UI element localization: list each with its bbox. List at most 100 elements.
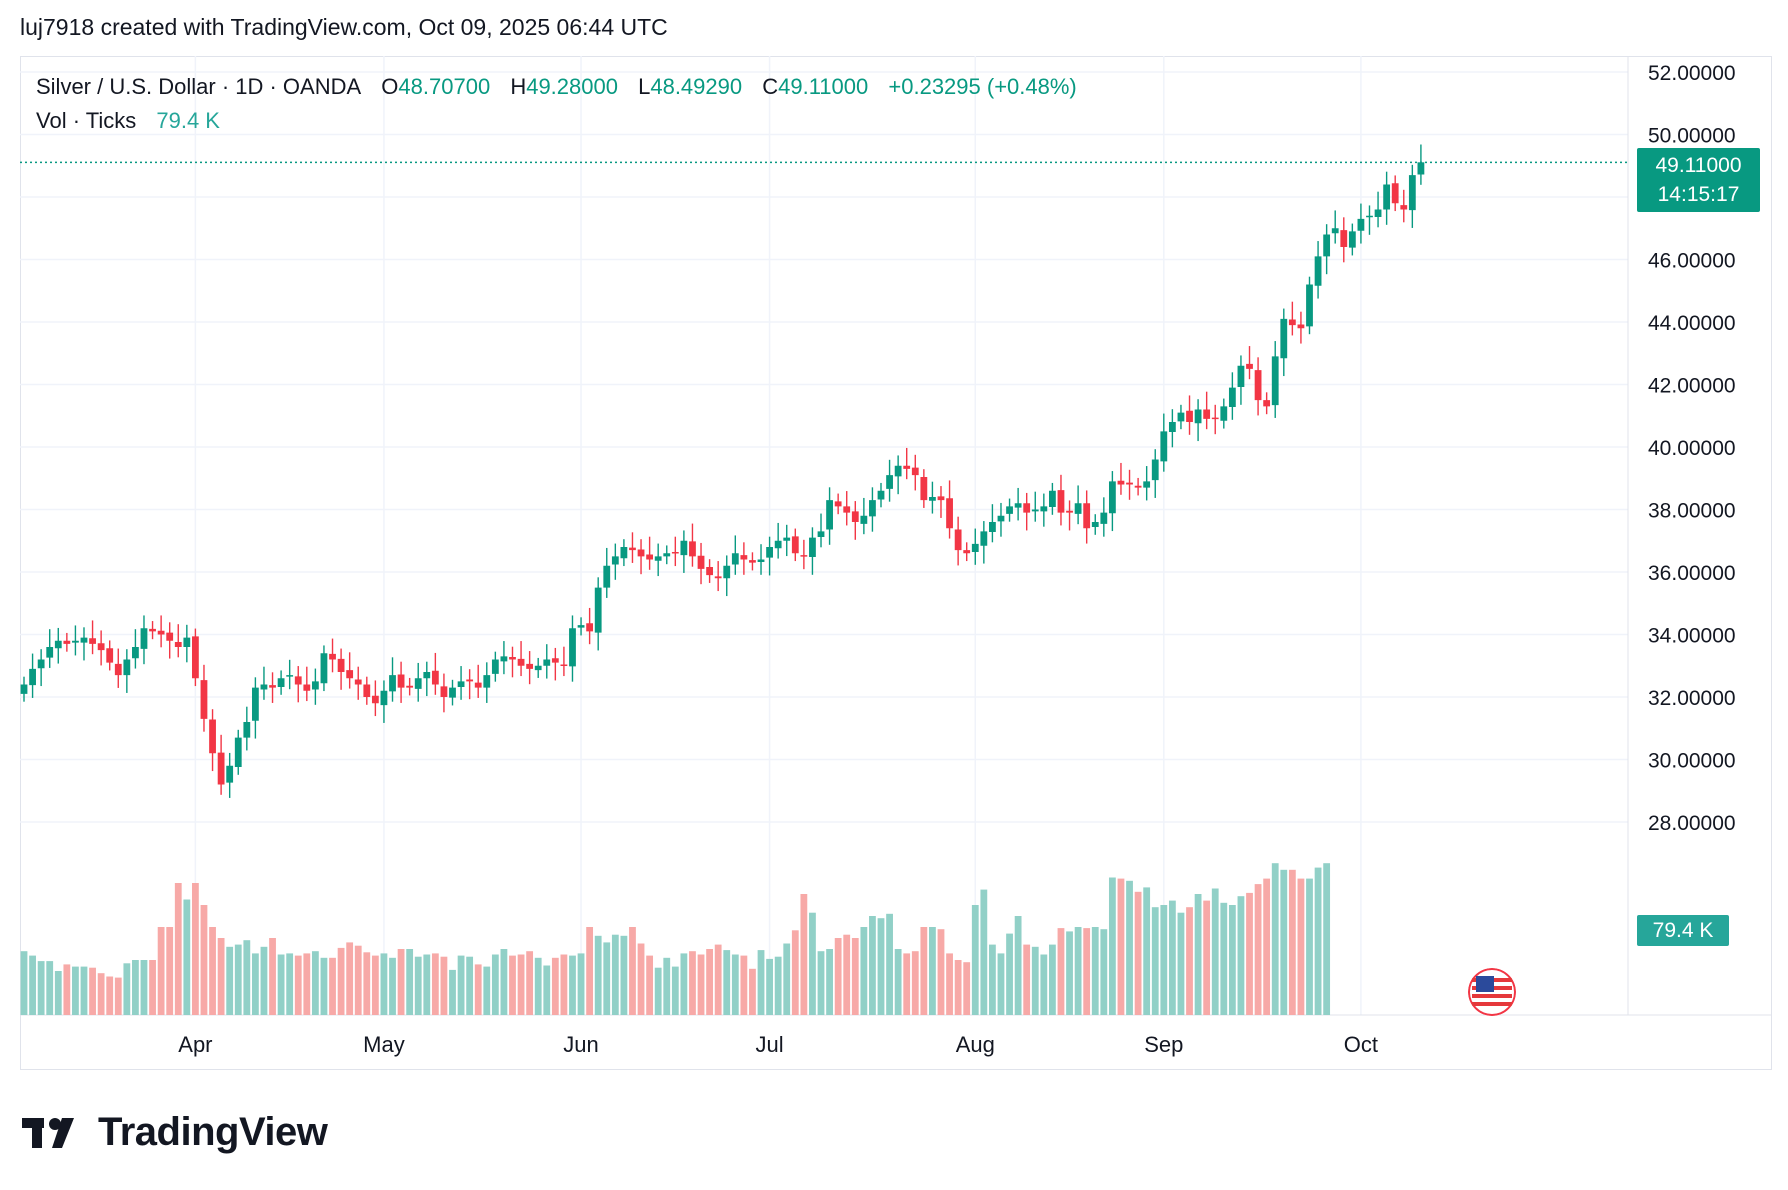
candle-body [603, 565, 611, 588]
candle-body [851, 511, 859, 522]
time-tick-label: Aug [956, 1032, 995, 1057]
volume-bar [989, 944, 996, 1015]
volume-title[interactable]: Vol · Ticks [36, 108, 137, 133]
volume-bar [526, 951, 534, 1015]
candle-body [209, 719, 216, 754]
candle-body [406, 685, 414, 688]
volume-bar [1288, 869, 1296, 1015]
candle-body [1288, 319, 1296, 326]
volume-bar [680, 953, 688, 1015]
volume-bar [937, 929, 945, 1015]
high-value: 49.28000 [526, 74, 618, 99]
candle-body [269, 685, 276, 688]
volume-bar [774, 956, 782, 1015]
candle-body [1091, 522, 1099, 527]
volume-bar [671, 966, 679, 1015]
candle-body [980, 531, 988, 546]
candle-body [1306, 284, 1313, 327]
candle-body [1083, 503, 1091, 529]
candle-body [731, 553, 739, 565]
volume-bar [80, 966, 88, 1015]
volume-bar [766, 958, 773, 1015]
us-flag-icon[interactable] [1468, 968, 1516, 1016]
volume-bar [1314, 867, 1322, 1015]
price-tick-label: 44.00000 [1648, 312, 1736, 335]
volume-bar [46, 961, 54, 1015]
chart-frame[interactable] [20, 56, 1772, 1070]
candle-body [997, 515, 1005, 522]
candle-body [1160, 431, 1168, 462]
open-value: 48.70700 [398, 74, 491, 99]
candle-body [303, 684, 311, 691]
volume-bar [1254, 884, 1262, 1015]
volume-bar [637, 943, 645, 1015]
price-tick-label: 46.00000 [1648, 250, 1736, 273]
candle-body [620, 547, 628, 559]
volume-bar [106, 976, 114, 1015]
tradingview-logo[interactable]: TradingView [22, 1110, 328, 1155]
candle-body [894, 465, 902, 477]
candle-body [277, 678, 285, 687]
volume-bar [1143, 887, 1151, 1015]
brand-name: TradingView [98, 1110, 328, 1154]
candle-body [423, 672, 431, 679]
candle-body [243, 722, 251, 738]
volume-bar [329, 957, 336, 1015]
candle-body [517, 658, 525, 666]
volume-bar [894, 949, 902, 1015]
volume-bar [200, 905, 208, 1015]
volume-bar [654, 967, 662, 1015]
candle-body [260, 684, 268, 690]
volume-bar [620, 935, 628, 1015]
time-tick-label: Apr [178, 1032, 212, 1057]
legend: Silver / U.S. Dollar · 1D · OANDA O48.70… [36, 70, 1077, 138]
volume-bar [1203, 900, 1211, 1015]
candle-body [389, 675, 396, 692]
volume-bar [234, 944, 242, 1015]
volume-bar [509, 955, 516, 1015]
candle-body [989, 522, 996, 532]
candle-body [329, 653, 336, 660]
volume-bar [243, 940, 251, 1015]
volume-bar [1237, 896, 1245, 1015]
volume-bar [903, 953, 911, 1015]
volume-bar [1168, 900, 1176, 1015]
symbol-title[interactable]: Silver / U.S. Dollar · 1D · OANDA [36, 74, 362, 99]
volume-bar [380, 953, 388, 1015]
candle-body [286, 675, 294, 677]
candle-body [629, 547, 636, 551]
volume-bar [697, 954, 705, 1015]
volume-bar [166, 927, 174, 1015]
candle-body [1400, 205, 1408, 210]
volume-bar [149, 960, 156, 1015]
volume-bar [749, 968, 756, 1015]
candle-body [251, 687, 259, 721]
candle-body [1177, 412, 1185, 422]
volume-bar [534, 957, 542, 1015]
volume-bar [1040, 954, 1048, 1015]
candle-body [594, 587, 602, 633]
volume-bar [354, 945, 362, 1015]
candle-body [586, 623, 594, 632]
volume-bar [611, 934, 619, 1015]
volume-bar [1066, 931, 1073, 1015]
candle-body [886, 475, 893, 489]
candle-body [757, 559, 765, 562]
last-price-label: 49.11000 14:15:17 [1637, 148, 1760, 212]
volume-bar [1108, 877, 1116, 1015]
candle-body [1151, 459, 1159, 481]
volume-bar [663, 957, 671, 1015]
price-tick-label: 52.00000 [1648, 62, 1736, 85]
candle-body [1348, 231, 1356, 248]
volume-bar [586, 927, 594, 1015]
candle-body [97, 643, 105, 651]
candle-body [37, 659, 45, 669]
volume-value: 79.4 K [156, 108, 220, 133]
volume-bar [1194, 894, 1202, 1015]
volume-bar [740, 955, 748, 1015]
volume-bar [20, 951, 28, 1015]
candle-body [1143, 481, 1151, 488]
volume-bar [1151, 907, 1159, 1015]
candle-body [1374, 209, 1382, 217]
